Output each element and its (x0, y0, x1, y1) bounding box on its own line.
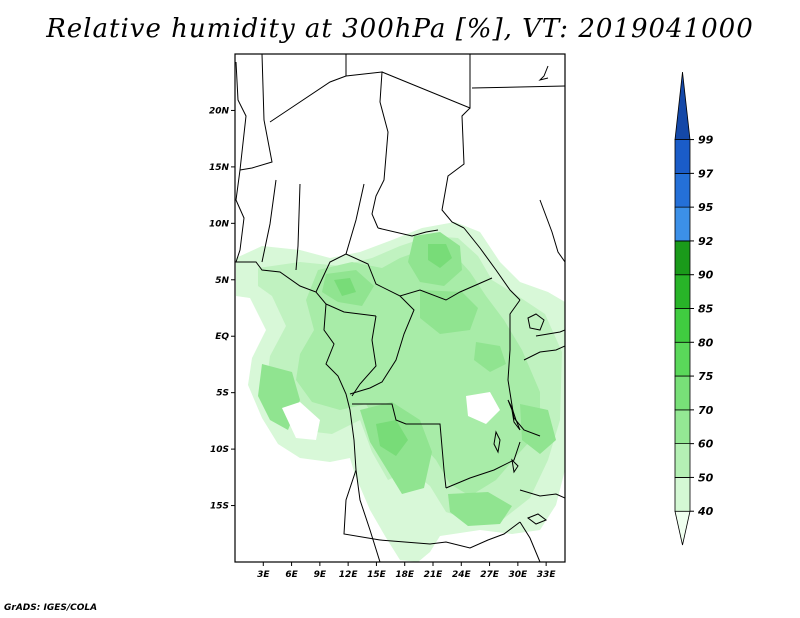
lake (511, 458, 519, 474)
map-title: Relative humidity at 300hPa [%], VT: 201… (46, 14, 754, 44)
border-line (381, 54, 471, 109)
humidity-region (520, 404, 556, 454)
colorbar-swatch (674, 510, 691, 546)
humidity-shading (236, 222, 565, 562)
border-line (239, 54, 273, 171)
border-line (539, 199, 565, 263)
border-line (351, 315, 377, 397)
border-line (343, 469, 381, 541)
humidity-region (466, 392, 500, 424)
lake (507, 399, 521, 431)
longitude-tick-label: 18E (395, 570, 415, 580)
latitude-tick-label: 10S (210, 445, 229, 455)
humidity-region (376, 420, 408, 456)
border-line (379, 521, 521, 549)
lake (493, 430, 501, 454)
colorbar-label: 40 (697, 505, 714, 518)
latitude-tick-label: 15S (210, 502, 229, 512)
longitude-tick-label: 27E (480, 570, 500, 580)
border-line (471, 85, 565, 89)
border-line (325, 303, 377, 317)
border-line (507, 299, 541, 437)
humidity-region (474, 342, 506, 372)
longitude-tick-label: 21E (424, 570, 444, 580)
latitude-tick-label: 20N (209, 106, 230, 116)
map-frame (234, 53, 566, 563)
humidity-region (296, 248, 540, 496)
border-line (377, 227, 439, 237)
colorbar-swatch (674, 240, 691, 276)
lake (526, 513, 548, 525)
border-line (519, 489, 565, 499)
border-line (295, 183, 301, 271)
border-line (523, 345, 565, 361)
border-line (441, 107, 471, 229)
latitude-tick-label: 10N (209, 219, 230, 229)
lake (527, 313, 545, 331)
coastline (538, 65, 549, 81)
longitude-axis: 3E 6E 9E 12E 15E 18E 21E 24E 27E 30E 33E (257, 562, 556, 580)
colorbar-swatch (674, 443, 691, 478)
colorbar-swatch (674, 206, 691, 242)
border-line (345, 253, 493, 301)
longitude-tick-label: 30E (509, 570, 529, 580)
colorbar-swatch (674, 274, 691, 309)
colorbar-label: 92 (698, 235, 714, 248)
longitude-tick-label: 3E (257, 570, 270, 580)
latitude-axis: 20N 15N 10N 5N EQ 5S 10S 15S (209, 106, 235, 512)
border-line (261, 179, 277, 263)
humidity-region (428, 244, 452, 268)
border-line (463, 227, 521, 301)
humidity-region (420, 290, 478, 334)
colorbar-swatch (674, 308, 691, 343)
latitude-tick-label: EQ (215, 332, 229, 342)
colorbar-swatch (674, 375, 691, 411)
colorbar-label: 50 (698, 471, 714, 484)
country-borders (235, 54, 565, 562)
border-line (445, 441, 521, 489)
colorbar-label: 95 (698, 201, 714, 214)
border-line (352, 403, 447, 489)
grads-credit: GrADS: IGES/COLA (4, 603, 98, 613)
colorbar-label: 80 (698, 336, 714, 349)
colorbar-label: 60 (698, 438, 714, 451)
colorbar-label: 99 (698, 134, 714, 147)
border-line (345, 71, 389, 229)
latitude-tick-label: 15N (209, 163, 230, 173)
longitude-tick-label: 33E (537, 570, 557, 580)
humidity-region (282, 402, 320, 440)
colorbar-label: 75 (698, 370, 714, 383)
colorbar-label: 85 (698, 303, 714, 316)
longitude-tick-label: 9E (314, 570, 327, 580)
colorbar-swatch (674, 71, 691, 140)
border-line (349, 295, 415, 395)
border-line (535, 329, 565, 337)
longitude-tick-label: 24E (452, 570, 472, 580)
longitude-tick-label: 12E (339, 570, 359, 580)
latitude-tick-label: 5N (215, 276, 229, 286)
colorbar: 40 50 60 70 75 80 85 90 92 95 97 99 (674, 71, 714, 546)
longitude-tick-label: 6E (285, 570, 298, 580)
colorbar-swatch (674, 172, 691, 208)
colorbar-swatch (674, 341, 691, 377)
colorbar-swatch (674, 139, 691, 174)
colorbar-label: 70 (698, 404, 714, 417)
border-line (269, 54, 347, 123)
latitude-tick-label: 5S (216, 389, 229, 399)
colorbar-label: 97 (698, 167, 714, 180)
humidity-region (334, 278, 356, 296)
humidity-region (448, 492, 512, 526)
longitude-tick-label: 15E (367, 570, 387, 580)
border-line (519, 521, 541, 562)
colorbar-swatch (674, 477, 691, 512)
colorbar-swatch (674, 409, 691, 445)
colorbar-label: 90 (698, 269, 714, 282)
